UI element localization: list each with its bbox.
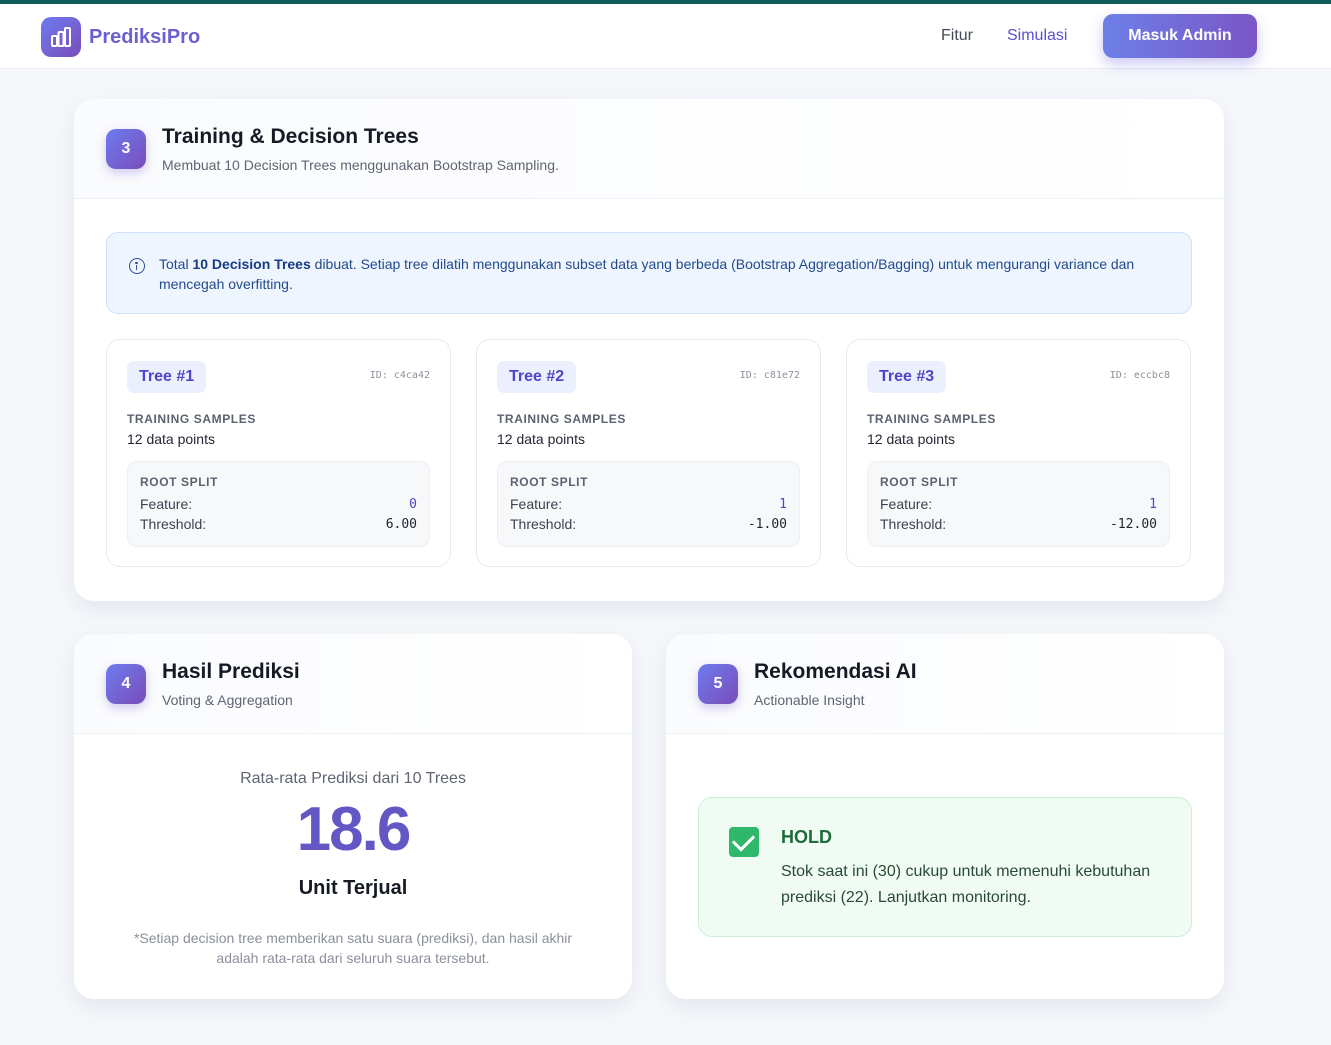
tree-id: ID: c4ca42 — [369, 370, 430, 381]
recommendation-card-header: 5 Rekomendasi AI Actionable Insight — [666, 634, 1224, 734]
training-card: 3 Training & Decision Trees Membuat 10 D… — [74, 99, 1224, 601]
training-samples-label: TRAINING SAMPLES — [127, 412, 256, 426]
threshold-value: -1.00 — [747, 517, 787, 532]
training-samples-value: 12 data points — [867, 431, 955, 447]
tree-id: ID: c81e72 — [739, 370, 800, 381]
prediction-unit: Unit Terjual — [298, 877, 408, 899]
feature-label: Feature: — [510, 496, 563, 512]
prediction-card: 4 Hasil Prediksi Voting & Aggregation Ra… — [74, 634, 632, 999]
feature-value: 1 — [1149, 497, 1157, 512]
training-card-header: 3 Training & Decision Trees Membuat 10 D… — [74, 99, 1224, 199]
training-samples-label: TRAINING SAMPLES — [867, 412, 996, 426]
tree-card: Tree #2 ID: c81e72 TRAINING SAMPLES 12 d… — [476, 339, 821, 567]
card-subtitle: Voting & Aggregation — [162, 692, 293, 708]
info-alert: Total 10 Decision Trees dibuat. Setiap t… — [106, 232, 1192, 314]
feature-label: Feature: — [140, 496, 193, 512]
info-highlight: 10 Decision Trees — [192, 256, 311, 272]
card-title: Hasil Prediksi — [162, 660, 300, 683]
tree-badge: Tree #3 — [867, 361, 947, 393]
training-samples-value: 12 data points — [497, 431, 585, 447]
tree-id: ID: eccbc8 — [1109, 370, 1170, 381]
recommendation-status: HOLD — [781, 827, 832, 847]
info-suffix: dibuat. Setiap tree dilatih menggunakan … — [159, 256, 1135, 292]
step-badge: 4 — [106, 664, 146, 704]
prediction-value: 18.6 — [296, 795, 412, 864]
card-subtitle: Actionable Insight — [754, 692, 865, 708]
card-title: Rekomendasi AI — [754, 660, 917, 683]
info-icon — [129, 258, 145, 274]
threshold-value: -12.00 — [1110, 517, 1157, 532]
tree-badge: Tree #2 — [497, 361, 577, 393]
threshold-label: Threshold: — [140, 516, 207, 532]
threshold-value: 6.00 — [385, 517, 417, 532]
step-badge: 3 — [106, 129, 146, 169]
brand-logo[interactable]: PrediksiPro — [41, 17, 200, 57]
bar-chart-icon — [41, 17, 81, 57]
root-split-box: ROOT SPLIT Feature: 1 Threshold: -12.00 — [867, 461, 1170, 547]
threshold-label: Threshold: — [880, 516, 947, 532]
root-split-box: ROOT SPLIT Feature: 0 Threshold: 6.00 — [127, 461, 430, 547]
info-text: Total 10 Decision Trees dibuat. Setiap t… — [159, 254, 1174, 294]
training-samples-label: TRAINING SAMPLES — [497, 412, 626, 426]
root-split-label: ROOT SPLIT — [510, 475, 588, 489]
root-split-label: ROOT SPLIT — [880, 475, 958, 489]
tree-card: Tree #1 ID: c4ca42 TRAINING SAMPLES 12 d… — [106, 339, 451, 567]
admin-login-button[interactable]: Masuk Admin — [1103, 14, 1257, 58]
prediction-note: *Setiap decision tree memberikan satu su… — [133, 930, 573, 966]
check-icon — [729, 827, 759, 857]
tree-card: Tree #3 ID: eccbc8 TRAINING SAMPLES 12 d… — [846, 339, 1191, 567]
threshold-label: Threshold: — [510, 516, 577, 532]
recommendation-card: 5 Rekomendasi AI Actionable Insight HOLD… — [666, 634, 1224, 999]
navbar: PrediksiPro Fitur Simulasi Masuk Admin — [0, 4, 1331, 69]
root-split-label: ROOT SPLIT — [140, 475, 218, 489]
prediction-label: Rata-rata Prediksi dari 10 Trees — [240, 770, 466, 787]
tree-badge: Tree #1 — [127, 361, 207, 393]
step-badge: 5 — [698, 664, 738, 704]
prediction-card-header: 4 Hasil Prediksi Voting & Aggregation — [74, 634, 632, 734]
nav-link-fitur[interactable]: Fitur — [941, 27, 973, 44]
feature-label: Feature: — [880, 496, 933, 512]
recommendation-text: Stok saat ini (30) cukup untuk memenuhi … — [781, 863, 1151, 906]
brand-name: PrediksiPro — [89, 25, 201, 48]
feature-value: 1 — [779, 497, 787, 512]
card-subtitle: Membuat 10 Decision Trees menggunakan Bo… — [162, 157, 559, 173]
feature-value: 0 — [409, 497, 417, 512]
nav-link-simulasi[interactable]: Simulasi — [1007, 27, 1068, 44]
training-samples-value: 12 data points — [127, 431, 215, 447]
root-split-box: ROOT SPLIT Feature: 1 Threshold: -1.00 — [497, 461, 800, 547]
top-accent-line — [0, 0, 1331, 4]
card-title: Training & Decision Trees — [162, 125, 419, 148]
info-prefix: Total — [159, 256, 193, 272]
recommendation-box: HOLD Stok saat ini (30) cukup untuk meme… — [698, 797, 1192, 937]
